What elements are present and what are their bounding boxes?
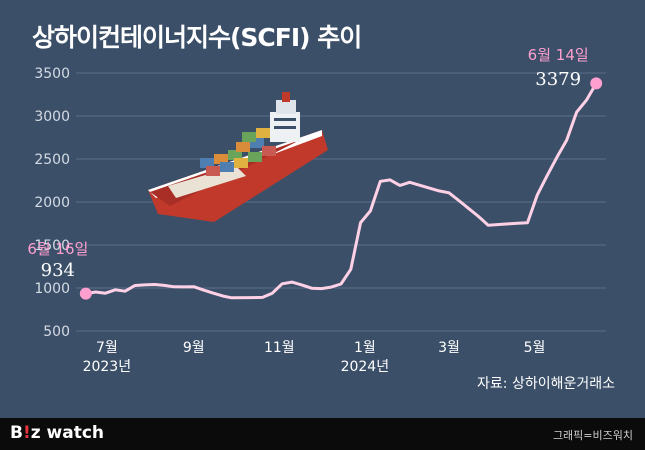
footer-bar: B!z watch 그래픽=비즈워치 — [0, 418, 645, 450]
x-tick-label-0: 7월 — [96, 340, 118, 356]
data-source: 자료: 상하이해운거래소 — [477, 376, 615, 392]
scfi-line — [84, 81, 598, 300]
x-tick-label-4: 3월 — [438, 340, 460, 356]
data-point-2024-06-14 — [590, 77, 603, 90]
data-point-2023-06-16 — [79, 287, 92, 300]
annotation-date-1: 6월 14일 — [528, 46, 589, 64]
container-ship-illustration — [148, 92, 328, 222]
annotation-value-1: 3379 — [535, 69, 581, 90]
annotation-value-0: 934 — [41, 260, 75, 281]
x-tick-label-5: 5월 — [524, 340, 546, 356]
x-tick-label-1: 9월 — [183, 340, 205, 356]
y-tick-label-3500: 3500 — [34, 66, 70, 82]
graphic-credit: 그래픽=비즈워치 — [552, 429, 633, 442]
chart-title: 상하이컨테이너지수(SCFI) 추이 — [32, 23, 362, 52]
x-tick-year-0: 2023년 — [83, 359, 132, 375]
annotation-date-0: 6월 16일 — [27, 240, 88, 258]
y-tick-label-1000: 1000 — [34, 281, 70, 297]
x-tick-label-3: 1월 — [354, 340, 376, 356]
bizwatch-logo: B!z watch — [10, 423, 105, 443]
y-tick-label-3000: 3000 — [34, 109, 70, 125]
x-tick-label-2: 11월 — [264, 340, 295, 356]
y-tick-label-1500: 1500 — [34, 238, 70, 254]
x-tick-year-3: 2024년 — [341, 359, 390, 375]
y-tick-label-500: 500 — [43, 324, 70, 340]
y-tick-label-2500: 2500 — [34, 152, 70, 168]
y-tick-label-2000: 2000 — [34, 195, 70, 211]
